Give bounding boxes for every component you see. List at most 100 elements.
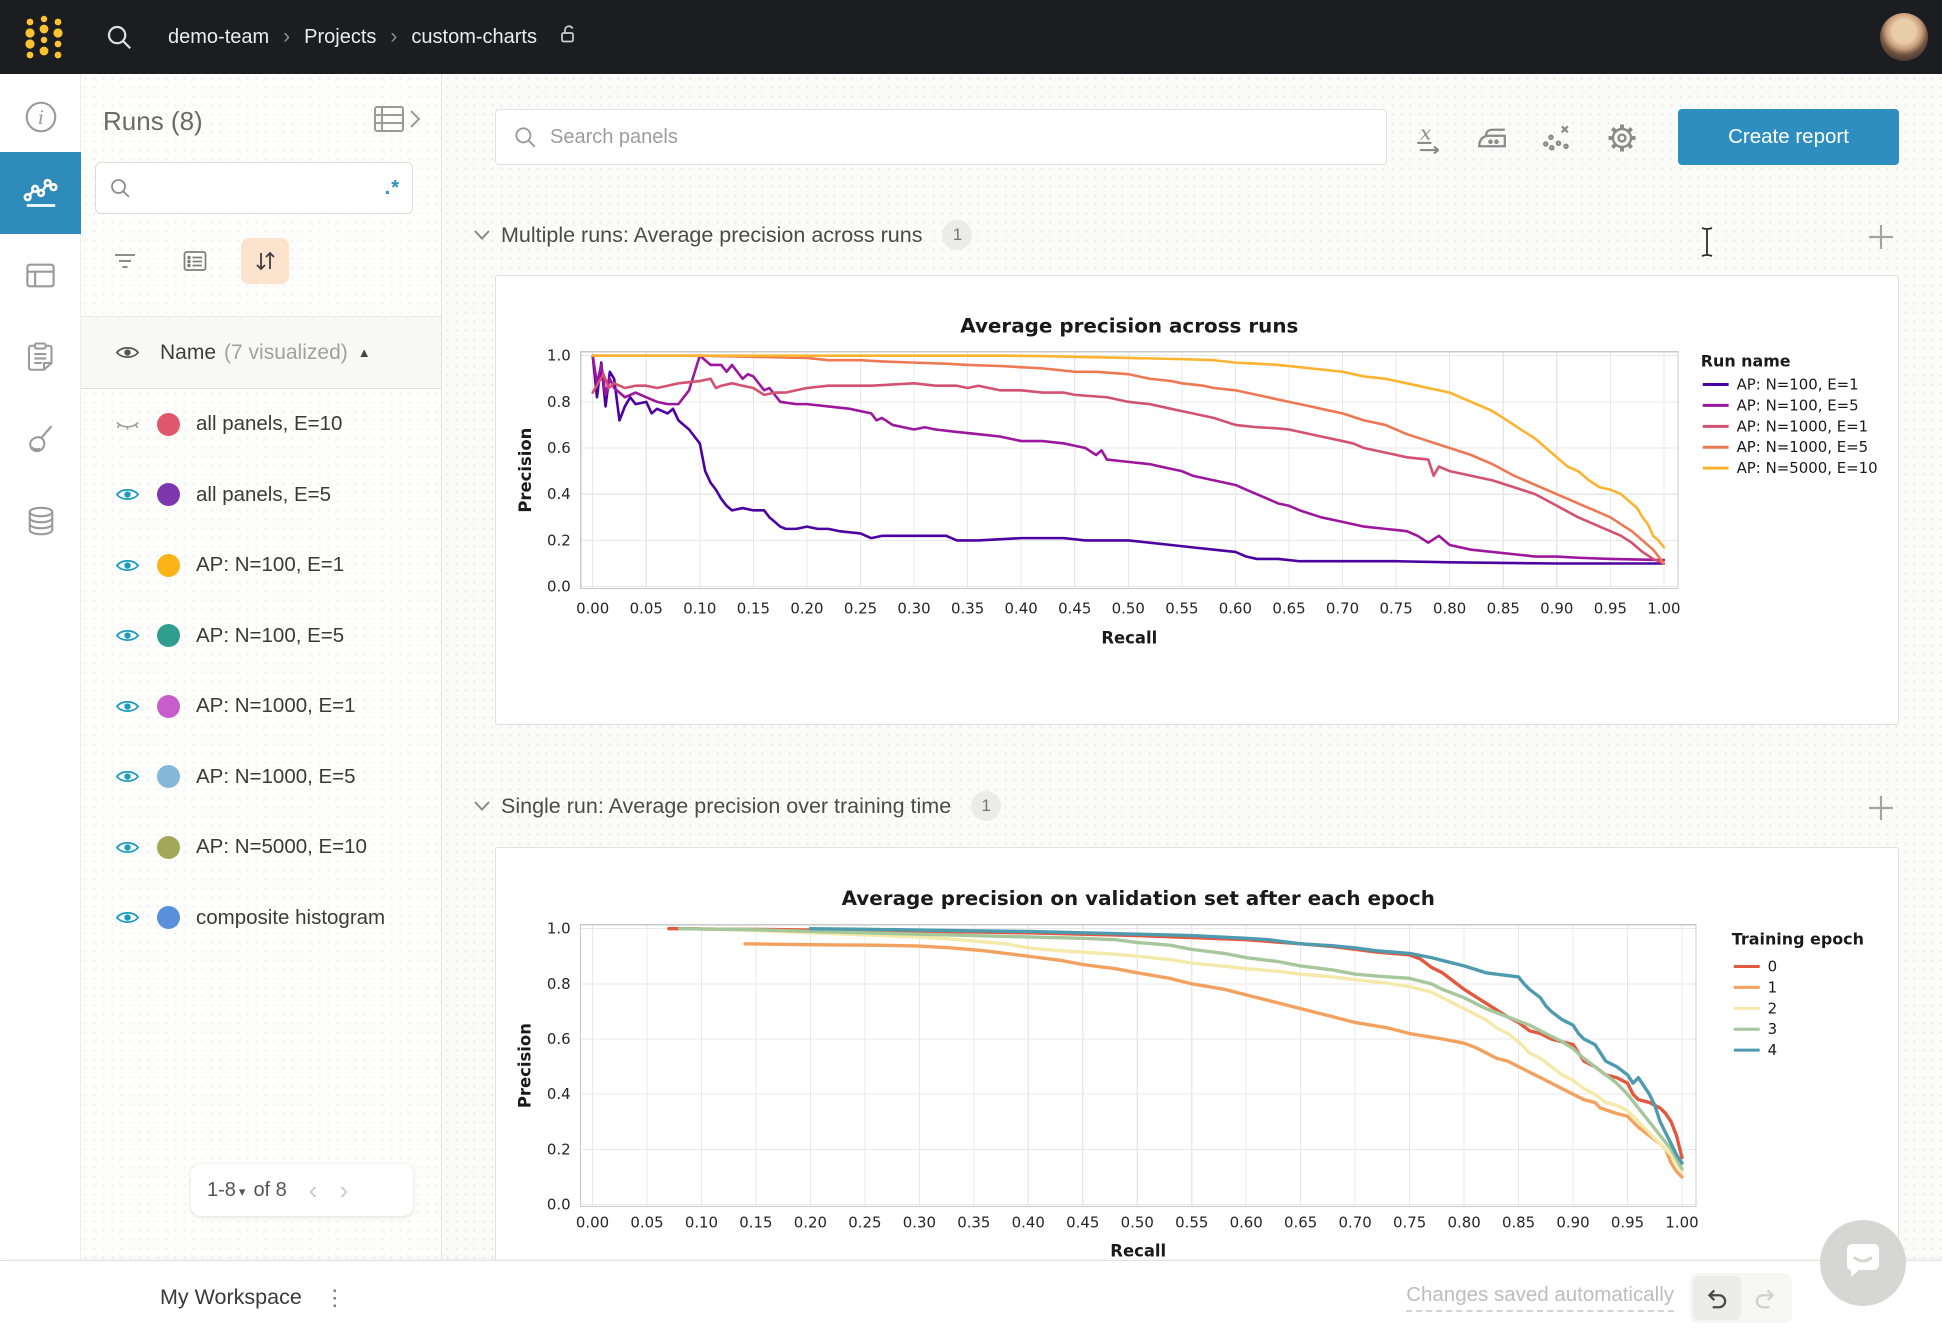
- legend-item: AP: N=100, E=5: [1737, 396, 1859, 414]
- run-name-label: AP: N=100, E=5: [196, 624, 344, 648]
- panel-ap-across-runs[interactable]: 0.000.050.100.150.200.250.300.350.400.45…: [495, 275, 1899, 725]
- svg-text:0.10: 0.10: [683, 599, 716, 617]
- svg-text:0.60: 0.60: [1230, 1213, 1263, 1231]
- run-color-dot: [157, 695, 180, 718]
- svg-text:0.4: 0.4: [547, 485, 571, 503]
- chevron-down-icon[interactable]: [473, 229, 491, 241]
- visibility-off-icon[interactable]: [115, 416, 155, 433]
- global-search-icon[interactable]: [104, 22, 134, 52]
- group-runs-button[interactable]: [171, 238, 219, 284]
- section-title: Multiple runs: Average precision across …: [501, 223, 922, 248]
- visibility-on-icon[interactable]: [115, 839, 155, 856]
- add-panel-button[interactable]: [1864, 220, 1898, 254]
- previous-page-button[interactable]: ‹: [309, 1177, 318, 1203]
- visibility-on-icon[interactable]: [115, 698, 155, 715]
- undo-button[interactable]: [1693, 1276, 1741, 1320]
- y-axis-label: Precision: [516, 428, 535, 513]
- svg-text:0.75: 0.75: [1393, 1213, 1426, 1231]
- svg-text:i: i: [38, 108, 44, 129]
- legend-item: AP: N=1000, E=1: [1737, 417, 1869, 435]
- regex-toggle[interactable]: .*: [385, 177, 400, 200]
- run-row[interactable]: AP: N=100, E=1: [81, 530, 441, 601]
- settings-gear-button[interactable]: [1599, 115, 1645, 161]
- run-color-dot: [157, 836, 180, 859]
- svg-text:0.75: 0.75: [1379, 599, 1412, 617]
- svg-text:0.2: 0.2: [547, 1140, 571, 1158]
- name-column-label[interactable]: Name: [160, 341, 216, 365]
- sidebar-item-artifacts[interactable]: [0, 480, 81, 562]
- panel-search-input[interactable]: [550, 126, 1370, 149]
- table-icon: [22, 257, 59, 294]
- svg-text:0.95: 0.95: [1594, 599, 1627, 617]
- svg-text:0.85: 0.85: [1502, 1213, 1535, 1231]
- svg-text:0.50: 0.50: [1112, 599, 1145, 617]
- svg-text:0.10: 0.10: [685, 1213, 718, 1231]
- wandb-logo-icon[interactable]: [22, 14, 66, 60]
- breadcrumb-project-name[interactable]: custom-charts: [411, 26, 537, 49]
- legend-item: AP: N=1000, E=5: [1737, 438, 1869, 456]
- page-size-caret-icon[interactable]: ▾: [239, 1184, 246, 1200]
- run-row[interactable]: AP: N=1000, E=5: [81, 742, 441, 813]
- support-chat-button[interactable]: [1820, 1220, 1906, 1306]
- chevron-down-icon[interactable]: [473, 800, 491, 812]
- filter-runs-button[interactable]: [101, 238, 149, 284]
- panel-count-badge: 1: [942, 220, 972, 250]
- next-page-button[interactable]: ›: [339, 1177, 348, 1203]
- sidebar-item-sweeps[interactable]: [0, 398, 81, 480]
- svg-text:0.25: 0.25: [848, 1213, 881, 1231]
- legend-item: 4: [1768, 1041, 1778, 1059]
- chat-icon: [1841, 1242, 1885, 1284]
- runs-search-box: .*: [95, 162, 413, 214]
- autosave-status-label[interactable]: Changes saved automatically: [1406, 1283, 1674, 1312]
- add-panel-button[interactable]: [1864, 791, 1898, 825]
- legend-item: 1: [1768, 978, 1778, 996]
- sidebar-item-workspace[interactable]: [0, 152, 81, 234]
- run-row[interactable]: AP: N=100, E=5: [81, 601, 441, 672]
- visibility-on-icon[interactable]: [115, 486, 155, 503]
- visibility-column-icon[interactable]: [115, 344, 140, 361]
- smoothing-iron-button[interactable]: [1469, 115, 1515, 161]
- runs-list: all panels, E=10all panels, E=5AP: N=100…: [81, 389, 441, 953]
- section-header-single-run[interactable]: Single run: Average precision over train…: [473, 791, 1001, 821]
- page-range-label[interactable]: 1-8: [207, 1179, 236, 1202]
- runs-table-header[interactable]: Name (7 visualized) ▲: [81, 317, 441, 389]
- breadcrumb-projects[interactable]: Projects: [304, 26, 376, 49]
- run-row[interactable]: AP: N=5000, E=10: [81, 812, 441, 883]
- user-avatar[interactable]: [1880, 13, 1928, 61]
- line-chart-icon: [21, 173, 61, 213]
- sidebar-item-overview[interactable]: i: [0, 82, 81, 152]
- run-row[interactable]: AP: N=1000, E=1: [81, 671, 441, 742]
- visibility-on-icon[interactable]: [115, 909, 155, 926]
- visibility-on-icon[interactable]: [115, 627, 155, 644]
- svg-text:0.25: 0.25: [844, 599, 877, 617]
- visibility-on-icon[interactable]: [115, 557, 155, 574]
- page-total-label: of 8: [253, 1179, 286, 1202]
- expand-table-icon[interactable]: [371, 102, 423, 141]
- run-color-dot: [157, 554, 180, 577]
- legend-item: AP: N=100, E=1: [1737, 375, 1859, 393]
- x-axis-settings-button[interactable]: x: [1407, 115, 1453, 161]
- sidebar-item-runs-table[interactable]: [0, 234, 81, 316]
- workspace-selector[interactable]: My Workspace: [160, 1285, 302, 1310]
- sort-runs-button[interactable]: [241, 238, 289, 284]
- sidebar-item-reports[interactable]: [0, 316, 81, 398]
- svg-text:0.0: 0.0: [547, 1196, 571, 1214]
- workspace-menu-kebab-icon[interactable]: ⋮: [324, 1285, 348, 1311]
- breadcrumb-team[interactable]: demo-team: [168, 26, 269, 49]
- sort-ascending-icon[interactable]: ▲: [358, 345, 371, 360]
- run-row[interactable]: all panels, E=10: [81, 389, 441, 460]
- runs-filter-input[interactable]: [142, 178, 385, 199]
- outliers-scatter-button[interactable]: [1534, 115, 1580, 161]
- runs-count-title: Runs (8): [103, 106, 203, 137]
- run-row[interactable]: composite histogram: [81, 883, 441, 954]
- run-name-label: AP: N=5000, E=10: [196, 835, 367, 859]
- visibility-on-icon[interactable]: [115, 768, 155, 785]
- section-header-multiple-runs[interactable]: Multiple runs: Average precision across …: [473, 220, 972, 250]
- svg-text:0.80: 0.80: [1433, 599, 1466, 617]
- run-row[interactable]: all panels, E=5: [81, 460, 441, 531]
- panel-search-box: [495, 109, 1387, 165]
- svg-text:0.90: 0.90: [1556, 1213, 1589, 1231]
- svg-text:0.15: 0.15: [739, 1213, 772, 1231]
- create-report-button[interactable]: Create report: [1678, 109, 1899, 165]
- redo-button[interactable]: [1741, 1276, 1789, 1320]
